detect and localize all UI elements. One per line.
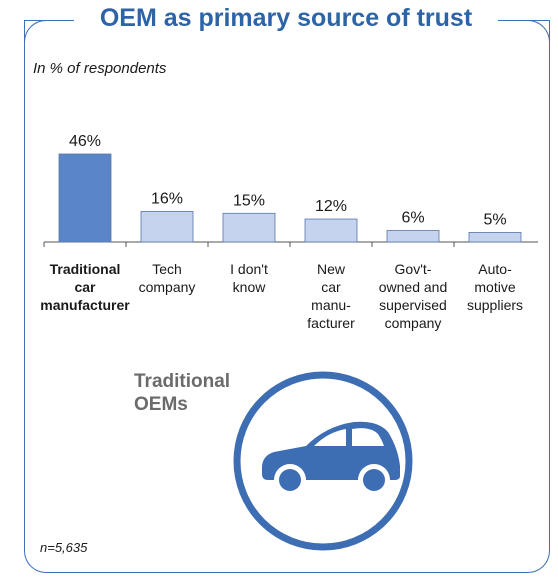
category-label-0: Traditional car manufacturer — [40, 261, 130, 313]
sample-size-note: n=5,635 — [40, 540, 88, 555]
category-label-line: car — [321, 279, 341, 295]
category-label-1: Tech company — [139, 261, 196, 295]
category-label-4: Gov't-owned and supervised company — [379, 261, 448, 331]
category-label-5: Auto-motive suppliers — [467, 261, 523, 313]
oem-label: Traditional OEMs — [134, 370, 230, 416]
car-shape — [261, 421, 400, 496]
bar-value-label-3: 12% — [315, 198, 347, 215]
category-label-line: motive — [474, 279, 515, 295]
category-label-line: manufacturer — [40, 297, 130, 313]
category-label-3: New car manu-facturer — [307, 261, 355, 331]
category-label-line: Tech — [152, 261, 182, 277]
chart-title: OEM as primary source of trust — [99, 4, 473, 32]
bar-value-label-5: 5% — [483, 211, 506, 228]
frame-top-left-line — [24, 20, 74, 21]
car-icon — [233, 371, 413, 551]
bar-value-label-2: 15% — [233, 192, 265, 209]
category-label-line: supervised — [379, 297, 447, 313]
bar-3 — [304, 218, 358, 243]
bar-1 — [140, 210, 194, 243]
bar-value-label-1: 16% — [151, 190, 183, 207]
category-label-line: Auto- — [478, 261, 512, 277]
oem-label-line-2: OEMs — [134, 394, 188, 415]
category-label-2: I don't know — [230, 261, 268, 295]
category-label-line: owned and — [379, 279, 448, 295]
category-label-line: suppliers — [467, 297, 523, 313]
bar-0 — [58, 153, 112, 243]
category-label-line: company — [139, 279, 196, 295]
category-label-line: New — [317, 261, 346, 277]
bar-value-label-0: 46% — [69, 133, 101, 150]
category-label-line: I don't — [230, 261, 268, 277]
bar-4 — [386, 230, 440, 243]
bar-2 — [222, 212, 276, 243]
bar-5 — [468, 232, 522, 243]
category-label-line: car — [74, 279, 96, 295]
bar-value-label-4: 6% — [401, 210, 424, 227]
category-label-line: know — [233, 279, 267, 295]
category-label-line: Traditional — [50, 261, 121, 277]
category-label-line: facturer — [307, 315, 355, 331]
frame-top-right-line — [498, 20, 549, 21]
oem-label-line-1: Traditional — [134, 371, 231, 392]
category-label-line: Gov't- — [395, 261, 432, 277]
category-label-line: company — [385, 315, 442, 331]
card-frame — [24, 20, 550, 573]
bar-chart: 46% Traditional car manufacturer 16% Tech comp… — [40, 133, 538, 331]
chart-subtitle: In % of respondents — [33, 60, 167, 77]
category-label-line: manu- — [311, 297, 351, 313]
